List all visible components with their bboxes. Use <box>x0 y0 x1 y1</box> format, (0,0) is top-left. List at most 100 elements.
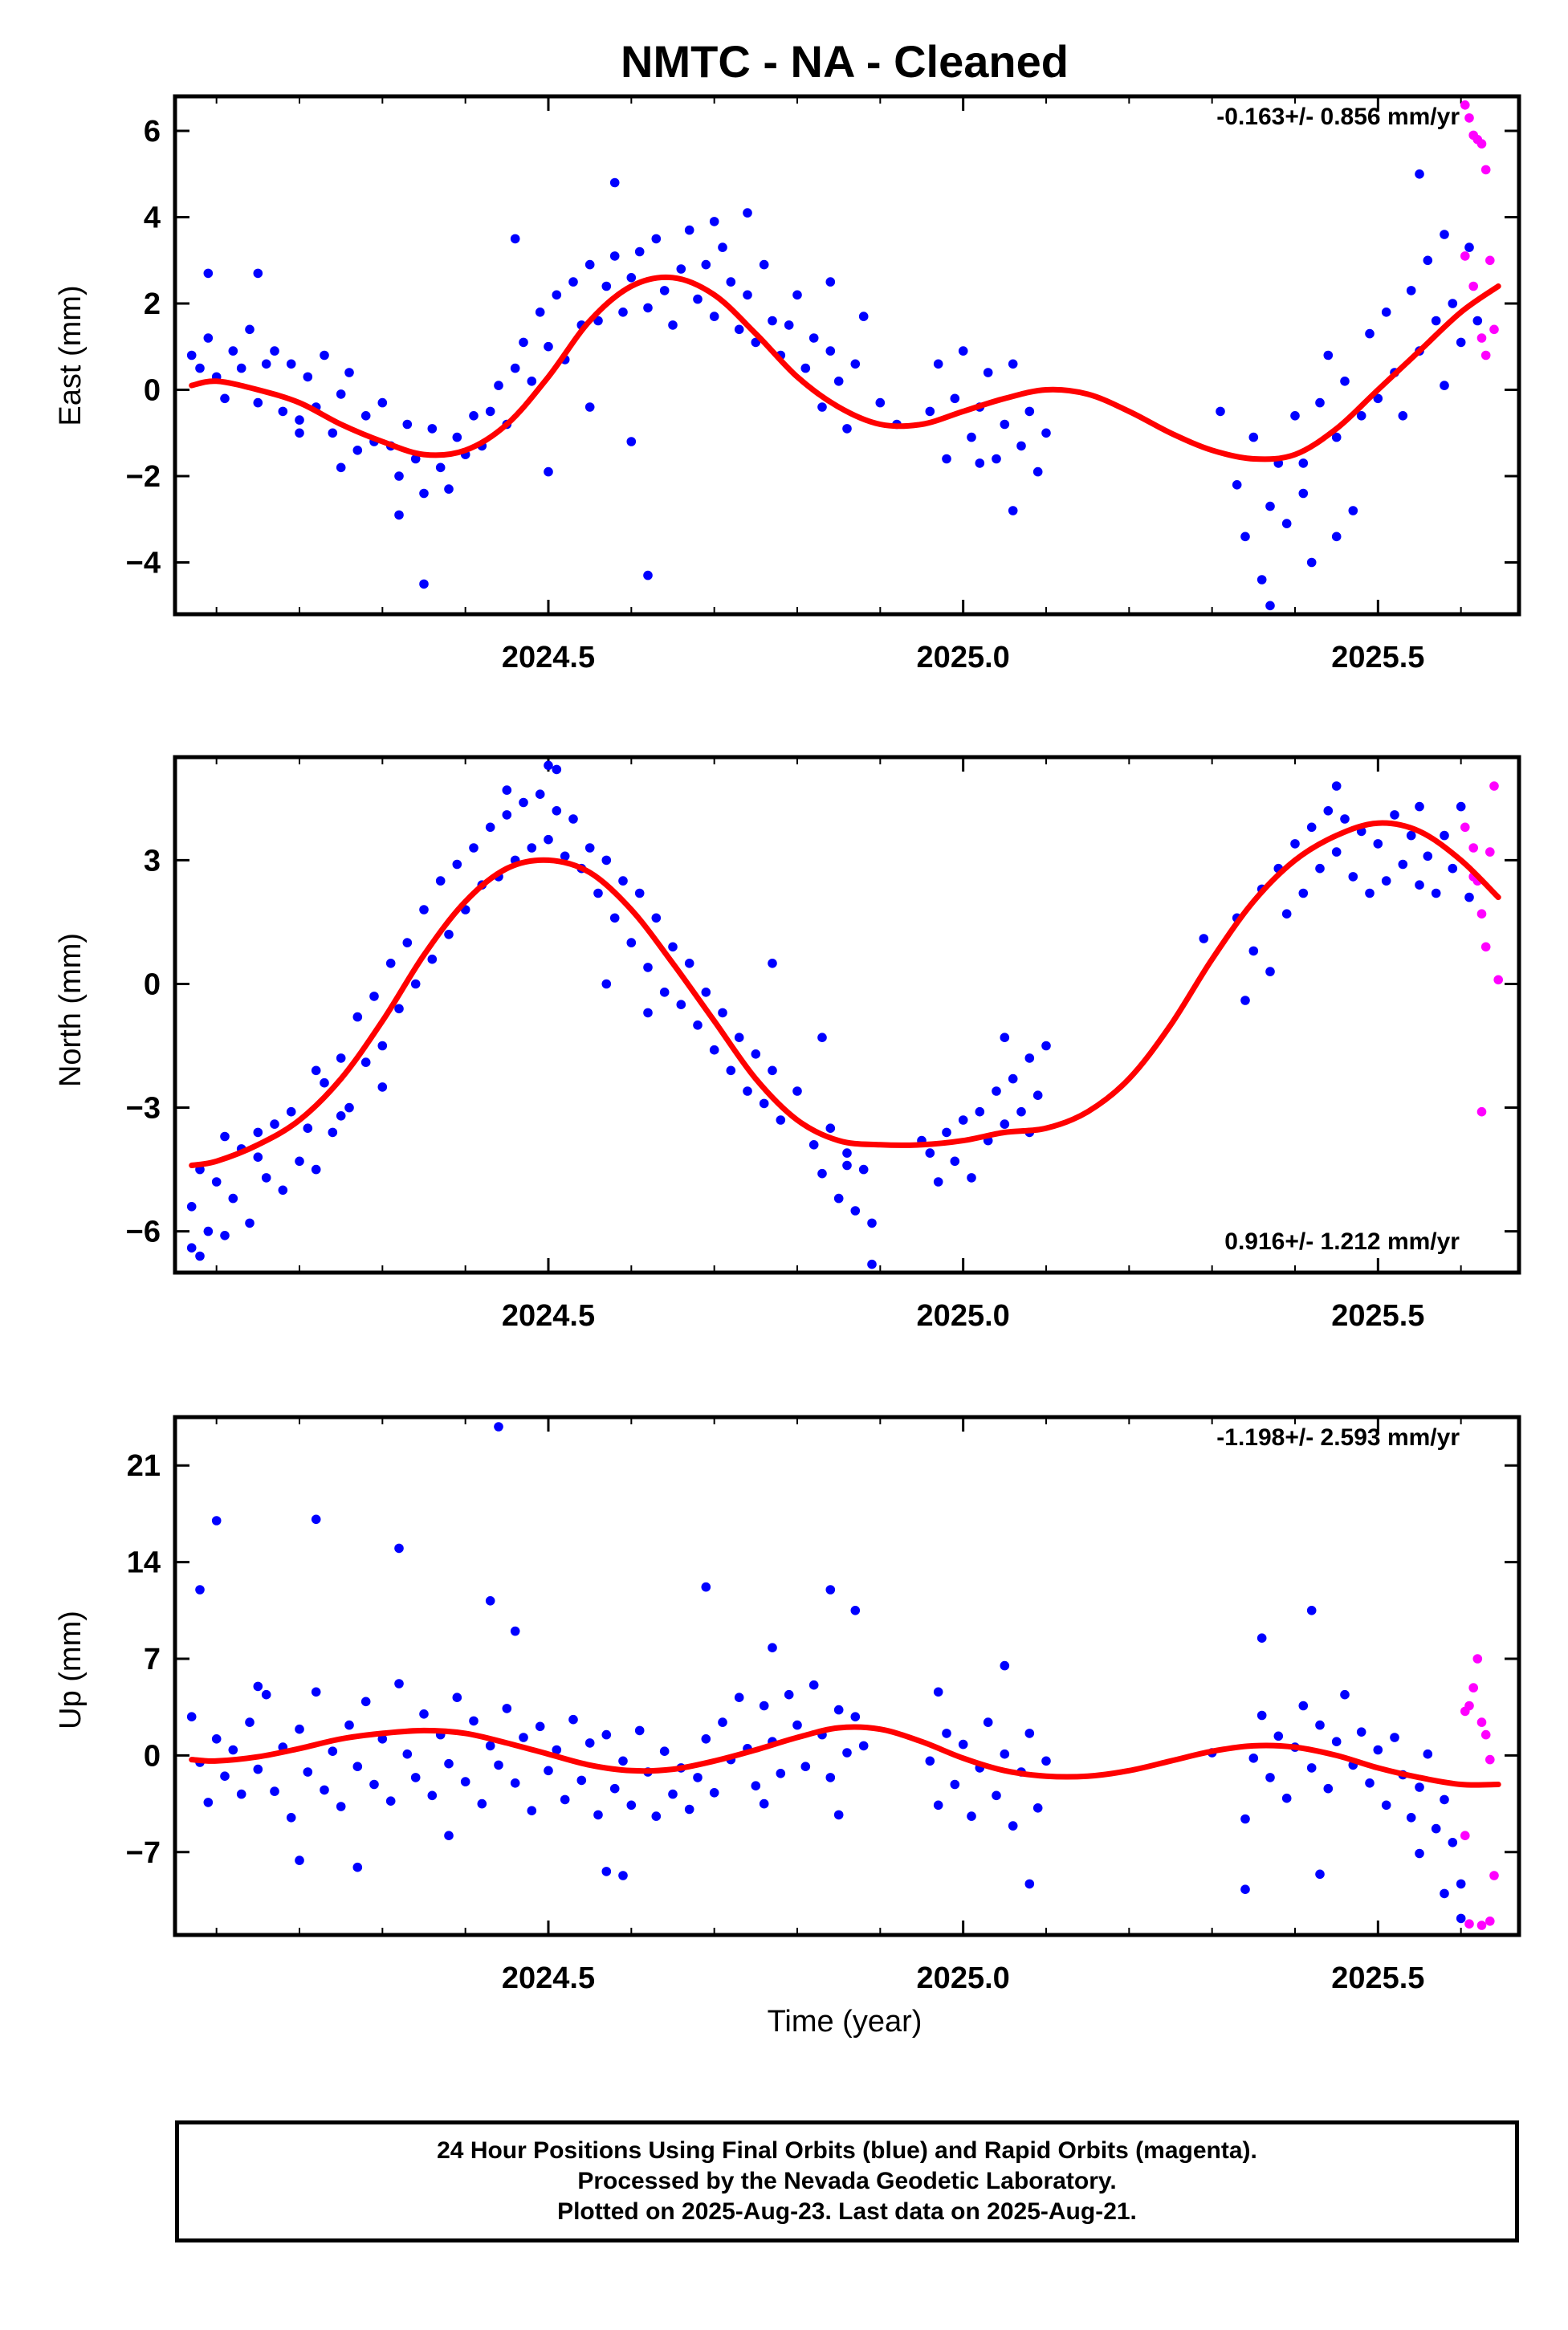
north-final-point <box>1240 996 1250 1005</box>
east-final-point <box>203 268 214 279</box>
east-final-point <box>320 350 329 360</box>
up-rapid-point <box>1464 1701 1474 1711</box>
north-final-point <box>808 1140 819 1150</box>
up-axis-label: Up (mm) <box>54 1611 88 1729</box>
up-final-point <box>850 1712 861 1721</box>
north-final-point <box>842 1148 852 1158</box>
up-y-tick-label: 14 <box>127 1546 161 1580</box>
up-rapid-point <box>1476 1717 1487 1727</box>
up-frame <box>173 1415 1521 1937</box>
east-x-tick-label: 2024.5 <box>502 641 595 674</box>
north-final-point <box>925 1148 935 1158</box>
north-final-point <box>435 876 446 886</box>
east-final-point <box>1398 411 1408 421</box>
north-rapid-point <box>1485 847 1495 857</box>
north-final-point <box>320 1077 329 1088</box>
footer-line-2: Processed by the Nevada Geodetic Laborat… <box>577 2168 1117 2194</box>
north-final-point <box>336 1111 346 1121</box>
north-final-point <box>833 1193 844 1204</box>
up-final-point <box>369 1779 379 1790</box>
north-final-point <box>768 1065 777 1076</box>
up-final-point <box>469 1716 479 1726</box>
east-final-point <box>286 359 296 369</box>
up-final-point <box>1024 1879 1035 1889</box>
north-final-point <box>1448 863 1458 874</box>
up-y-tick-label: 0 <box>144 1739 161 1773</box>
east-final-point <box>950 393 960 404</box>
north-final-point <box>726 1065 736 1076</box>
east-final-point <box>784 320 794 330</box>
north-final-point <box>601 855 612 866</box>
north-rapid-point <box>1489 781 1499 791</box>
east-final-point <box>1281 519 1292 528</box>
up-final-point <box>701 1734 711 1744</box>
up-final-point <box>1456 1879 1466 1889</box>
up-y-tick-label: 21 <box>127 1449 161 1483</box>
north-final-point <box>1390 810 1399 820</box>
east-final-point <box>253 397 263 408</box>
up-final-point <box>1315 1720 1325 1730</box>
north-final-point <box>220 1231 230 1240</box>
up-final-point <box>352 1862 363 1872</box>
east-final-point <box>858 312 869 321</box>
up-final-point <box>950 1779 960 1790</box>
east-final-point <box>643 570 653 580</box>
up-final-point <box>270 1786 279 1796</box>
east-final-point <box>1356 411 1366 421</box>
north-final-point <box>228 1193 238 1204</box>
east-final-point <box>186 350 197 360</box>
east-final-point <box>584 259 595 270</box>
up-final-point <box>485 1741 495 1751</box>
north-final-point <box>709 1045 719 1055</box>
up-final-point <box>1406 1813 1416 1823</box>
up-final-point <box>444 1758 454 1769</box>
east-rapid-point <box>1460 251 1470 261</box>
east-final-point <box>253 268 263 279</box>
north-final-point <box>618 876 628 886</box>
up-final-point <box>593 1810 603 1820</box>
north-final-point <box>377 1082 388 1092</box>
east-rate-label: -0.163+/- 0.856 mm/yr <box>1216 104 1460 130</box>
north-final-point <box>676 1000 686 1009</box>
up-final-point <box>228 1745 238 1755</box>
north-final-point <box>1306 822 1317 833</box>
north-final-point <box>967 1173 976 1183</box>
east-final-point <box>726 277 736 287</box>
up-final-point <box>253 1681 263 1692</box>
up-fit-curve <box>189 1724 1501 1788</box>
east-final-point <box>651 234 662 244</box>
north-final-point <box>1323 806 1334 816</box>
up-final-point <box>560 1794 570 1805</box>
north-final-point <box>419 905 429 914</box>
north-final-point <box>527 843 537 853</box>
north-final-point <box>850 1206 861 1216</box>
up-final-point <box>1440 1888 1449 1899</box>
east-final-point <box>419 488 429 499</box>
east-final-point <box>643 303 653 313</box>
north-final-point <box>734 1033 744 1042</box>
north-final-point <box>1398 859 1408 870</box>
east-final-point <box>1024 406 1035 417</box>
north-final-point <box>544 760 553 771</box>
up-final-point <box>385 1796 396 1806</box>
up-final-point <box>494 1760 503 1770</box>
north-final-point <box>402 938 413 947</box>
east-final-point <box>236 363 246 373</box>
up-final-point <box>510 1778 520 1788</box>
figure-title: NMTC - NA - Cleaned <box>621 36 1069 87</box>
up-final-point <box>352 1762 363 1771</box>
north-final-point <box>1348 872 1358 882</box>
east-final-point <box>568 277 578 287</box>
east-final-point <box>701 259 711 270</box>
up-final-point <box>850 1606 861 1615</box>
north-final-point <box>544 834 553 845</box>
up-final-point <box>1373 1745 1383 1755</box>
north-final-point <box>634 888 645 898</box>
east-final-point <box>825 277 836 287</box>
east-final-point <box>435 462 446 473</box>
north-final-point <box>776 1115 786 1125</box>
up-final-point <box>684 1804 694 1815</box>
north-final-point <box>842 1160 852 1171</box>
up-final-point <box>1265 1773 1275 1782</box>
up-final-point <box>211 1516 222 1525</box>
